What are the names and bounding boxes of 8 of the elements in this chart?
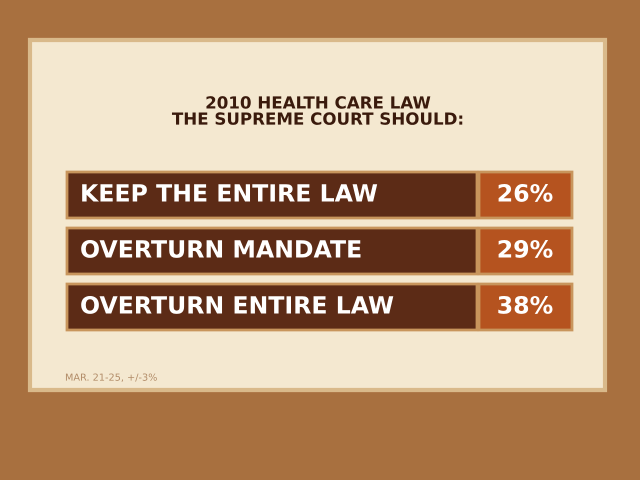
data-label: 29%	[498, 240, 553, 258]
category-label: OVERTURN ENTIRE LAW	[81, 296, 394, 314]
text: 2010 HEALTH CARE LAW THE SUPREME COURT SHOULD:	[172, 96, 462, 125]
data-label: 26%	[498, 184, 553, 202]
data-label: 38%	[498, 296, 553, 314]
category-label: OVERTURN MANDATE	[81, 240, 360, 258]
category-label: KEEP THE ENTIRE LAW	[82, 184, 378, 202]
text: MAR. 21-25, +/-3%	[66, 373, 157, 382]
